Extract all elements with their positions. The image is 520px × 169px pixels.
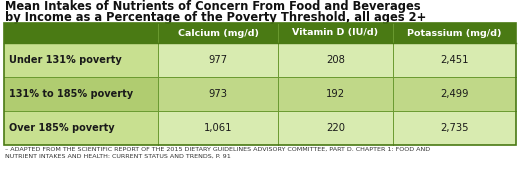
Text: 1,061: 1,061 [204,123,232,133]
Text: 977: 977 [209,55,228,65]
Text: 2,499: 2,499 [440,89,469,99]
Text: 973: 973 [209,89,228,99]
Text: – ADAPTED FROM THE SCIENTIFIC REPORT OF THE 2015 DIETARY GUIDELINES ADVISORY COM: – ADAPTED FROM THE SCIENTIFIC REPORT OF … [5,147,430,159]
Text: Under 131% poverty: Under 131% poverty [9,55,122,65]
Bar [4,111,158,145]
Text: 131% to 185% poverty: 131% to 185% poverty [9,89,133,99]
Text: by Income as a Percentage of the Poverty Threshold, all ages 2+: by Income as a Percentage of the Poverty… [5,11,426,24]
Text: Mean Intakes of Nutrients of Concern From Food and Beverages: Mean Intakes of Nutrients of Concern Fro… [5,0,421,13]
Text: Vitamin D (IU/d): Vitamin D (IU/d) [292,29,379,38]
Bar [158,77,516,111]
Text: Calcium (mg/d): Calcium (mg/d) [177,29,258,38]
Text: 192: 192 [326,89,345,99]
Bar [158,43,516,77]
Bar [4,77,158,111]
Text: 2,735: 2,735 [440,123,469,133]
Bar [4,23,516,145]
Text: Potassium (mg/d): Potassium (mg/d) [407,29,502,38]
Text: 208: 208 [326,55,345,65]
Bar [158,111,516,145]
Bar [4,23,516,43]
Text: 2,451: 2,451 [440,55,469,65]
Text: Over 185% poverty: Over 185% poverty [9,123,114,133]
Text: 220: 220 [326,123,345,133]
Bar [4,43,158,77]
